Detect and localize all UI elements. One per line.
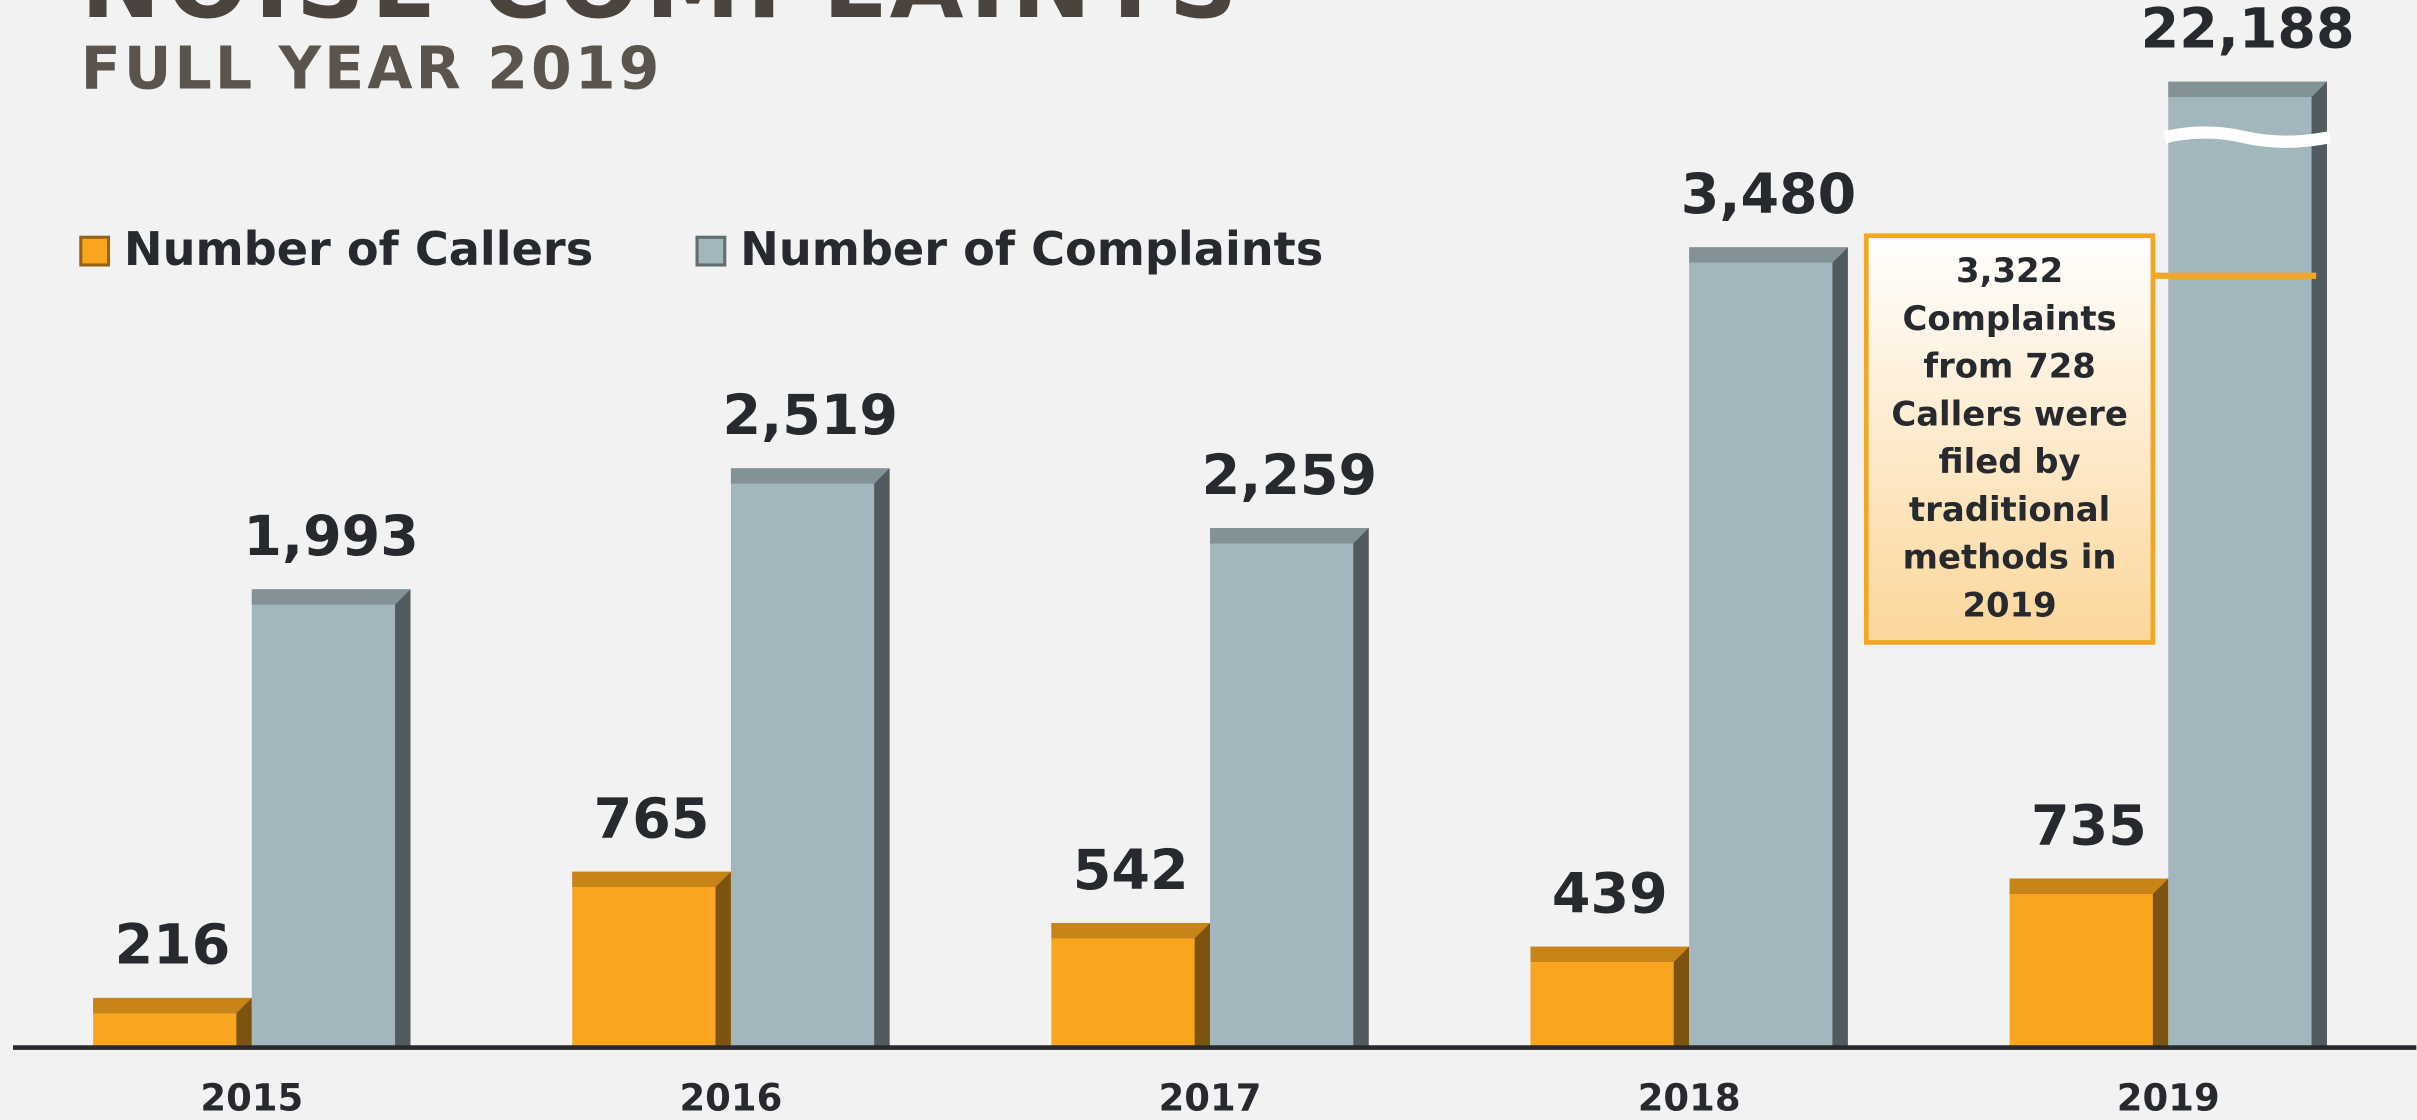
data-label: 216 — [115, 914, 231, 978]
data-label: 2,259 — [1202, 444, 1377, 508]
bar — [1530, 946, 1690, 1048]
annotation-text: filed by — [1939, 442, 2081, 481]
data-label: 1,993 — [243, 505, 418, 569]
bar-top — [2009, 878, 2169, 894]
bar — [2009, 878, 2169, 1048]
x-tick-label: 2015 — [200, 1076, 303, 1119]
bar — [572, 871, 731, 1048]
annotation-text: 3,322 — [1956, 251, 2063, 290]
data-label: 22,188 — [2141, 0, 2355, 61]
bar — [251, 589, 411, 1048]
bar-side — [2311, 81, 2327, 1048]
bar-side — [715, 871, 731, 1048]
bar — [2168, 81, 2327, 1048]
bar-top — [572, 871, 731, 888]
axis-break — [2163, 126, 2332, 148]
bar-side — [1673, 946, 1690, 1048]
data-label: 765 — [594, 787, 710, 851]
bar-side — [395, 589, 411, 1048]
annotation-text: Callers were — [1891, 394, 2128, 433]
x-tick-label: 2017 — [1159, 1076, 1262, 1119]
bar-top — [730, 468, 890, 484]
bar — [1689, 247, 1848, 1048]
data-label: 735 — [2031, 794, 2147, 858]
bar-top — [251, 589, 411, 605]
chart-title: NOISE COMPLAINTS — [81, 0, 1244, 40]
bar-side — [1832, 247, 1848, 1048]
data-label: 2,519 — [723, 384, 898, 448]
bar-side — [1353, 528, 1369, 1048]
x-tick-label: 2019 — [2117, 1076, 2220, 1119]
bar — [1051, 922, 1211, 1048]
bar-top — [1530, 946, 1690, 963]
legend-label: Number of Callers — [124, 222, 593, 276]
bar-side — [1194, 922, 1211, 1048]
legend-swatch — [695, 235, 727, 267]
bar-top — [1210, 528, 1369, 544]
bar-side — [874, 468, 890, 1048]
data-label: 542 — [1073, 839, 1189, 903]
bar-side — [236, 997, 252, 1048]
data-label: 3,480 — [1681, 163, 1856, 227]
bar — [730, 468, 890, 1048]
bar — [1210, 528, 1369, 1048]
annotation-text: from 728 — [1923, 347, 2096, 386]
annotation-text: Complaints — [1902, 299, 2116, 338]
chart-subtitle: FULL YEAR 2019 — [81, 35, 663, 103]
bar-top — [93, 997, 252, 1014]
data-label: 439 — [1552, 862, 1668, 926]
x-tick-label: 2018 — [1638, 1076, 1741, 1119]
legend-label: Number of Complaints — [740, 222, 1323, 276]
annotation-text: traditional — [1909, 490, 2110, 529]
bar-top — [2168, 81, 2327, 98]
bar-top — [1689, 247, 1848, 263]
annotation-text: methods in — [1903, 538, 2117, 577]
legend-swatch — [79, 235, 111, 267]
bar-top — [1051, 922, 1211, 939]
x-tick-label: 2016 — [679, 1076, 782, 1119]
annotation-box — [1864, 233, 2156, 645]
annotation-text: 2019 — [1962, 585, 2056, 624]
bar-side — [2152, 878, 2169, 1048]
